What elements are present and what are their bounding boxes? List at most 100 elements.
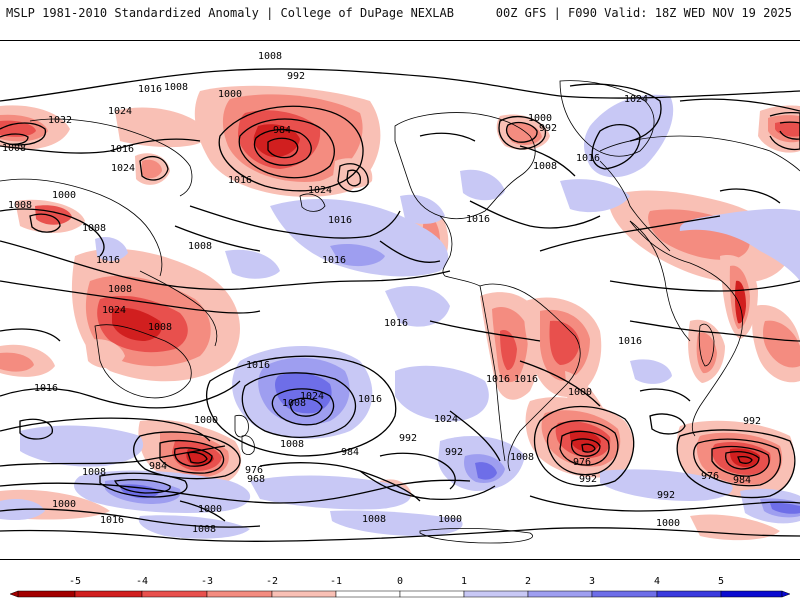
- colorbar-min-arrow: [9, 590, 19, 598]
- isobar-label: 992: [743, 416, 761, 427]
- colorbar-segment: [17, 590, 76, 598]
- isobar-label: 1016: [246, 360, 270, 371]
- colorbar-tick-label: 3: [589, 576, 595, 587]
- isobar-label: 1008: [108, 284, 132, 295]
- coastlines: [0, 80, 800, 544]
- isobar-label: 1000: [194, 415, 218, 426]
- isobar-label: 1000: [218, 89, 242, 100]
- colorbar-tick-label: -4: [136, 576, 148, 587]
- isobars: [0, 68, 800, 542]
- colorbar-max-arrow: [781, 590, 791, 598]
- isobar-label: 992: [287, 71, 305, 82]
- isobar-label: 1024: [434, 414, 458, 425]
- isobar-label: 992: [399, 433, 417, 444]
- isobar-label: 984: [733, 475, 751, 486]
- isobar-label: 1000: [528, 113, 552, 124]
- colorbar-tick-label: 4: [654, 576, 660, 587]
- isobar-label: 1024: [111, 163, 135, 174]
- isobar-label: 1008: [188, 241, 212, 252]
- isobar-label: 984: [149, 461, 167, 472]
- isobar-label: 1008: [192, 524, 216, 535]
- colorbar-canvas: -5 -4 -3 -2 -1 0 1 2 3 4 5: [9, 576, 791, 598]
- colorbar-segment: [399, 590, 465, 598]
- isobar-label: 1024: [108, 106, 132, 117]
- isobar-label: 1000: [656, 518, 680, 529]
- isobar-label: 1016: [486, 374, 510, 385]
- isobar-label: 968: [247, 474, 265, 485]
- isobar-label: 1016: [110, 144, 134, 155]
- isobar-label: 1016: [138, 84, 162, 95]
- isobar-label: 1000: [438, 514, 462, 525]
- isobar-label: 1008: [82, 223, 106, 234]
- isobar-label: 976: [573, 457, 591, 468]
- colorbar-segment: [206, 590, 273, 598]
- run-valid-time: 00Z GFS | F090 Valid: 18Z WED NOV 19 202…: [495, 6, 792, 20]
- isobar-label: 1008: [533, 161, 557, 172]
- isobar-label: 1016: [576, 153, 600, 164]
- isobar-label: 1008: [362, 514, 386, 525]
- isobar-label: 1016: [322, 255, 346, 266]
- isobar-label: 1016: [328, 215, 352, 226]
- colorbar-tick-label: -5: [69, 576, 81, 587]
- isobar-label: 1024: [308, 185, 332, 196]
- isobar-label: 1008: [148, 322, 172, 333]
- colorbar-tick-label: 5: [718, 576, 724, 587]
- isobar-label: 1008: [8, 200, 32, 211]
- isobar-label: 984: [341, 447, 359, 458]
- isobar-label: 992: [579, 474, 597, 485]
- isobar-label: 1000: [52, 499, 76, 510]
- isobar-label: 1024: [624, 94, 648, 105]
- map-title: MSLP 1981-2010 Standardized Anomaly | Co…: [6, 6, 454, 20]
- isobar-label: 1032: [48, 115, 72, 126]
- isobar-label: 1016: [384, 318, 408, 329]
- colorbar-tick-label: -1: [330, 576, 342, 587]
- isobar-label: 1008: [82, 467, 106, 478]
- colorbar-segment: [720, 590, 783, 598]
- isobar-label: 1000: [198, 504, 222, 515]
- isobar-label: 1016: [466, 214, 490, 225]
- colorbar-segment: [591, 590, 658, 598]
- isobar-label: 976: [701, 471, 719, 482]
- colorbar-segment: [335, 590, 401, 598]
- colorbar-segment: [141, 590, 208, 598]
- colorbar: -5 -4 -3 -2 -1 0 1 2 3 4 5: [0, 560, 800, 600]
- isobar-label: 1016: [34, 383, 58, 394]
- colorbar-ticks: -5 -4 -3 -2 -1 0 1 2 3 4 5: [69, 576, 724, 587]
- colorbar-segment: [656, 590, 722, 598]
- colorbar-segment: [271, 590, 337, 598]
- colorbar-tick-label: 2: [525, 576, 531, 587]
- colorbar-segment: [74, 590, 143, 598]
- isobar-label: 992: [657, 490, 675, 501]
- isobar-label: 1024: [300, 391, 324, 402]
- isobar-label: 1016: [100, 515, 124, 526]
- isobar-label: 1016: [358, 394, 382, 405]
- isobar-label: 1016: [228, 175, 252, 186]
- isobar-label: 1008: [282, 398, 306, 409]
- isobar-label: 1008: [164, 82, 188, 93]
- isobar-label: 1000: [568, 387, 592, 398]
- isobar-label: 1016: [618, 336, 642, 347]
- colorbar-tick-label: 1: [461, 576, 467, 587]
- isobar-label: 1008: [280, 439, 304, 450]
- isobar-label: 1024: [102, 305, 126, 316]
- isobar-label: 1008: [258, 51, 282, 62]
- positive-anomaly-shading: [0, 94, 800, 539]
- anomaly-map: 1016100899210009841016100810241032101610…: [0, 40, 800, 560]
- isobar-label: 1016: [96, 255, 120, 266]
- isobar-label: 992: [539, 123, 557, 134]
- isobar-label: 1000: [52, 190, 76, 201]
- isobar-label: 1008: [2, 143, 26, 154]
- colorbar-tick-label: -2: [266, 576, 278, 587]
- colorbar-tick-label: -3: [201, 576, 213, 587]
- isobar-label: 976: [245, 465, 263, 476]
- isobar-label: 984: [273, 125, 291, 136]
- colorbar-segment: [527, 590, 593, 598]
- map-canvas: 1016100899210009841016100810241032101610…: [0, 41, 800, 559]
- isobar-label: 1008: [510, 452, 534, 463]
- isobar-label: 992: [445, 447, 463, 458]
- colorbar-segment: [463, 590, 529, 598]
- isobar-label: 1016: [514, 374, 538, 385]
- colorbar-tick-label: 0: [397, 576, 403, 587]
- isobar-labels: 1016100899210009841016100810241032101610…: [2, 51, 761, 535]
- colorbar-segments: [9, 590, 791, 598]
